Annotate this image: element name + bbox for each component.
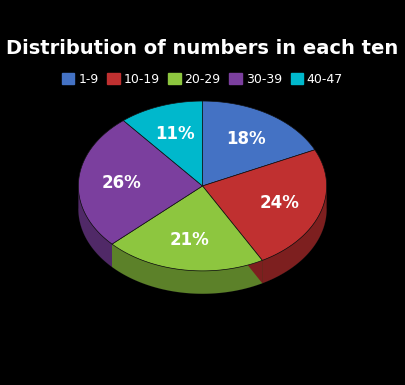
Polygon shape xyxy=(262,187,326,283)
Polygon shape xyxy=(79,187,112,267)
Text: 21%: 21% xyxy=(170,231,210,249)
Polygon shape xyxy=(202,150,326,260)
Text: Distribution of numbers in each ten: Distribution of numbers in each ten xyxy=(6,39,399,58)
Polygon shape xyxy=(112,186,202,267)
Polygon shape xyxy=(202,101,315,186)
Polygon shape xyxy=(112,186,202,267)
Text: 11%: 11% xyxy=(156,125,195,143)
Polygon shape xyxy=(79,121,202,244)
Polygon shape xyxy=(112,244,262,294)
Polygon shape xyxy=(124,101,202,186)
Text: 18%: 18% xyxy=(226,131,266,148)
Text: 24%: 24% xyxy=(259,194,299,212)
Polygon shape xyxy=(202,186,262,283)
Legend: 1-9, 10-19, 20-29, 30-39, 40-47: 1-9, 10-19, 20-29, 30-39, 40-47 xyxy=(57,68,348,91)
Text: 26%: 26% xyxy=(102,174,142,191)
Polygon shape xyxy=(112,186,262,271)
Polygon shape xyxy=(202,186,262,283)
